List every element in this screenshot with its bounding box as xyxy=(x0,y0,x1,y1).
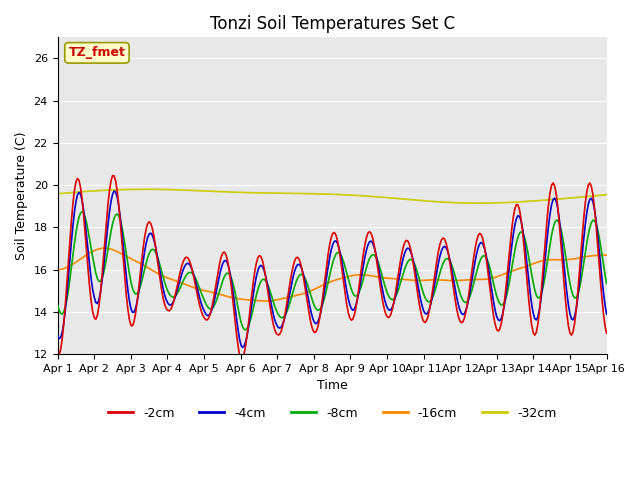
Text: TZ_fmet: TZ_fmet xyxy=(68,47,125,60)
X-axis label: Time: Time xyxy=(317,379,348,392)
Title: Tonzi Soil Temperatures Set C: Tonzi Soil Temperatures Set C xyxy=(209,15,454,33)
Legend: -2cm, -4cm, -8cm, -16cm, -32cm: -2cm, -4cm, -8cm, -16cm, -32cm xyxy=(103,402,561,424)
Y-axis label: Soil Temperature (C): Soil Temperature (C) xyxy=(15,132,28,260)
